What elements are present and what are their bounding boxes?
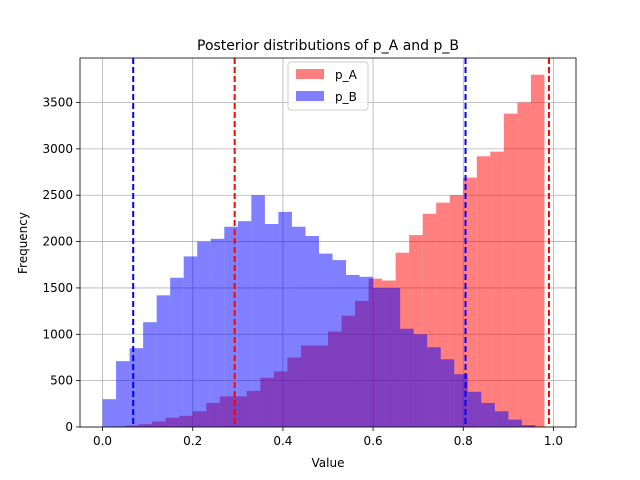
x-tick-label: 0.4	[273, 434, 292, 448]
bar-p-b	[481, 402, 495, 427]
bar-p-b	[143, 322, 157, 427]
x-tick-label: 0.2	[183, 434, 202, 448]
bar-p-a	[530, 74, 545, 427]
y-tick-label: 500	[50, 374, 73, 388]
plot-frame	[79, 57, 577, 428]
bar-p-b	[359, 276, 374, 427]
bar-p-b	[427, 347, 441, 427]
x-tick-label: 0.6	[364, 434, 383, 448]
x-tick-label: 0.8	[454, 434, 473, 448]
bar-p-b	[400, 328, 414, 427]
bar-p-b	[237, 221, 252, 427]
bar-p-b	[264, 223, 279, 427]
x-axis-label: Value	[312, 456, 345, 470]
y-tick-label: 2500	[42, 188, 73, 202]
y-tick-label: 3000	[42, 142, 73, 156]
bar-p-a	[463, 177, 477, 427]
bar-p-b	[170, 277, 184, 427]
bar-p-b	[454, 374, 468, 427]
y-tick-label: 2000	[42, 235, 73, 249]
bar-p-b	[386, 287, 401, 427]
bar-p-b	[224, 226, 238, 427]
bar-p-b	[521, 425, 536, 427]
bar-p-b	[508, 419, 522, 427]
legend-swatch-p-b	[296, 91, 324, 101]
bar-p-b	[129, 348, 144, 427]
bar-p-b	[210, 238, 225, 427]
bar-p-b	[318, 253, 333, 427]
histogram-bars	[102, 74, 545, 428]
bar-p-b	[413, 334, 428, 427]
bar-p-b	[440, 359, 455, 427]
bar-p-a	[490, 151, 504, 428]
bar-p-b	[494, 411, 509, 427]
y-tick-label: 1500	[42, 281, 73, 295]
bar-p-a	[517, 102, 531, 428]
bar-p-b	[197, 241, 211, 427]
legend-swatch-p-a	[296, 69, 324, 79]
y-tick-label: 3500	[42, 96, 73, 110]
tick-labels: 0.0 0.2 0.4 0.6 0.8 1.0 0 500 1000 1500 2000 2500 30…	[42, 96, 563, 448]
legend: p_A p_B	[287, 61, 369, 111]
bar-p-b	[278, 211, 292, 427]
bar-p-b	[467, 391, 482, 427]
y-tick-label: 0	[65, 420, 73, 434]
bar-p-b	[251, 195, 265, 427]
bar-p-b	[116, 361, 130, 427]
bar-p-b	[305, 236, 319, 427]
reference-lines	[132, 58, 550, 427]
axes	[76, 57, 577, 431]
bar-p-a	[476, 156, 491, 428]
bar-p-b	[373, 287, 387, 427]
bar-p-a	[503, 113, 518, 427]
legend-label-p-b: p_B	[335, 90, 357, 104]
chart-title: Posterior distributions of p_A and p_B	[197, 38, 459, 54]
x-tick-label: 1.0	[544, 434, 563, 448]
y-axis-label: Frequency	[16, 212, 30, 274]
bar-p-b	[332, 260, 347, 427]
bar-p-b	[291, 226, 306, 427]
bar-p-b	[346, 274, 360, 427]
legend-label-p-a: p_A	[335, 68, 358, 82]
x-tick-label: 0.0	[93, 434, 112, 448]
bar-p-b	[156, 295, 171, 427]
bar-p-b	[183, 256, 198, 427]
y-tick-label: 1000	[42, 327, 73, 341]
bar-p-b	[102, 399, 117, 427]
